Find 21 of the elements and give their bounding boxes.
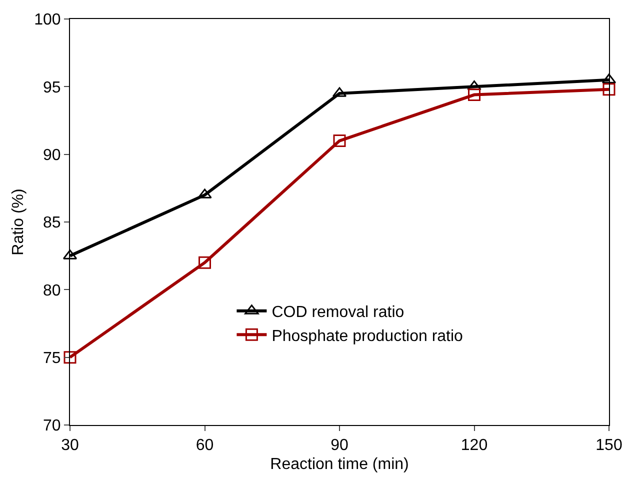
y-tick-label: 90: [43, 146, 61, 164]
y-tick-label: 80: [43, 282, 61, 300]
y-tick-label: 75: [43, 350, 61, 367]
x-tick-label: 60: [196, 437, 214, 454]
point: [602, 83, 616, 96]
x-tick-label: 120: [460, 437, 488, 454]
point: [468, 88, 480, 102]
y-tick-label: 95: [43, 79, 61, 96]
legend-label: Phosphate production ratio: [272, 328, 464, 345]
x-tick-label: 30: [61, 437, 79, 454]
x-tick-label: 90: [330, 437, 348, 454]
y-tick-label: 70: [43, 418, 61, 435]
y-tick-label: 100: [34, 12, 61, 29]
y-tick-label: 85: [43, 214, 61, 232]
legend-label: COD removal ratio: [272, 304, 404, 322]
x-tick-label: 150: [596, 437, 622, 454]
point: [198, 256, 211, 269]
point: [333, 134, 346, 148]
x-axis-title: Reaction time (min): [270, 456, 409, 473]
point: [64, 351, 76, 364]
y-axis-title: Ratio (%): [10, 188, 27, 256]
